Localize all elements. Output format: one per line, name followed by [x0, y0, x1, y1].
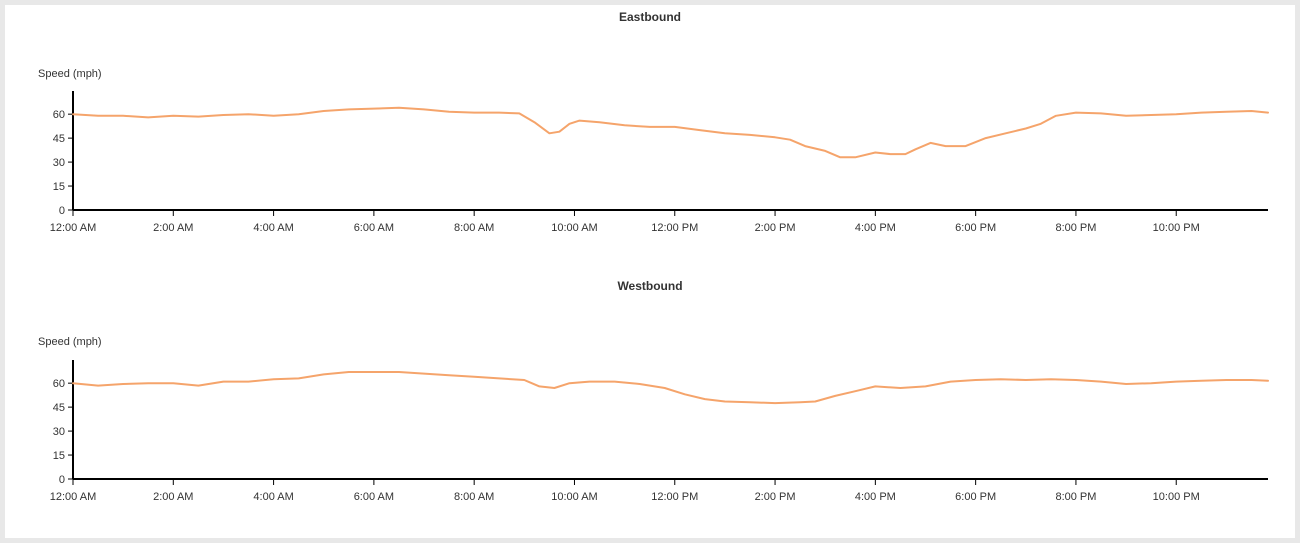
- y-tick-label: 15: [53, 181, 65, 193]
- x-tick-label: 8:00 AM: [454, 222, 494, 234]
- speed-series-line: [73, 108, 1268, 158]
- x-tick-label: 12:00 AM: [50, 222, 96, 234]
- x-tick-label: 8:00 AM: [454, 491, 494, 503]
- x-tick-label: 10:00 PM: [1153, 491, 1200, 503]
- x-tick-label: 2:00 PM: [755, 222, 796, 234]
- x-tick-label: 4:00 AM: [253, 491, 293, 503]
- y-tick-label: 0: [59, 205, 65, 217]
- speed-series-line: [73, 372, 1268, 403]
- x-tick-label: 6:00 AM: [354, 491, 394, 503]
- x-tick-label: 12:00 PM: [651, 491, 698, 503]
- eastbound-chart: Eastbound Speed (mph) 0 15 30 45 60 12:00 AM 2…: [38, 10, 1268, 234]
- x-tick-label: 4:00 PM: [855, 222, 896, 234]
- x-tick-label: 6:00 PM: [955, 491, 996, 503]
- x-tick-label: 6:00 PM: [955, 222, 996, 234]
- chart-title: Westbound: [617, 279, 682, 293]
- x-tick-label: 4:00 PM: [855, 491, 896, 503]
- x-tick-label: 10:00 AM: [551, 491, 597, 503]
- x-tick-label: 2:00 AM: [153, 222, 193, 234]
- x-tick-label: 8:00 PM: [1055, 491, 1096, 503]
- y-tick-label: 15: [53, 450, 65, 462]
- westbound-chart: Westbound Speed (mph) 0 15 30 45 60 12:00 AM 2…: [38, 279, 1268, 503]
- x-tick-label: 10:00 PM: [1153, 222, 1200, 234]
- x-tick-label: 2:00 PM: [755, 491, 796, 503]
- y-axis-label: Speed (mph): [38, 68, 102, 80]
- y-tick-label: 60: [53, 378, 65, 390]
- y-tick-label: 45: [53, 402, 65, 414]
- y-tick-label: 45: [53, 133, 65, 145]
- chart-title: Eastbound: [619, 10, 681, 24]
- y-tick-label: 30: [53, 157, 65, 169]
- x-tick-label: 12:00 AM: [50, 491, 96, 503]
- x-tick-label: 12:00 PM: [651, 222, 698, 234]
- x-tick-label: 6:00 AM: [354, 222, 394, 234]
- y-axis-label: Speed (mph): [38, 336, 102, 348]
- y-tick-label: 30: [53, 426, 65, 438]
- x-tick-label: 10:00 AM: [551, 222, 597, 234]
- x-tick-label: 8:00 PM: [1055, 222, 1096, 234]
- x-tick-label: 2:00 AM: [153, 491, 193, 503]
- x-tick-label: 4:00 AM: [253, 222, 293, 234]
- y-tick-label: 60: [53, 109, 65, 121]
- y-tick-label: 0: [59, 474, 65, 486]
